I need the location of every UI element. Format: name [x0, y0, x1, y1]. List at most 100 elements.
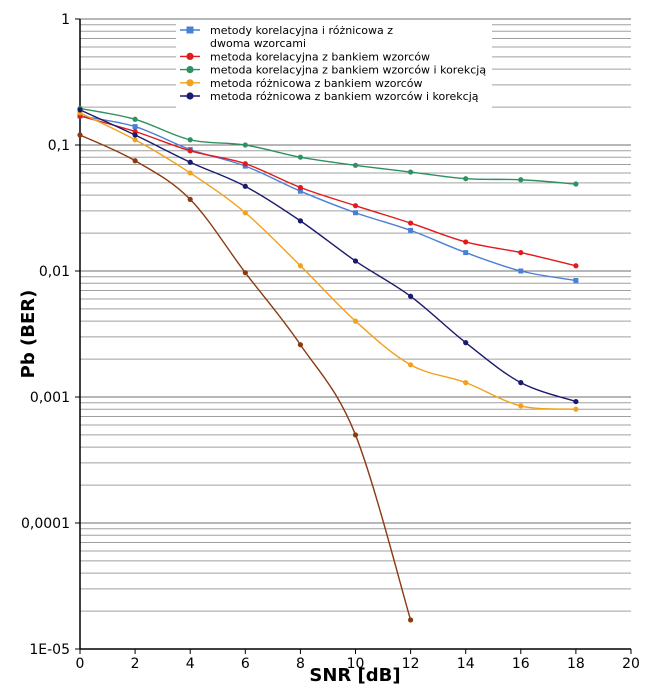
data-point	[187, 196, 193, 203]
legend-label: metoda korelacyjna z bankiem wzorców	[210, 50, 430, 63]
x-tick-label: 6	[241, 656, 250, 672]
x-tick-label: 12	[402, 656, 420, 672]
legend-label: metoda korelacyjna z bankiem wzorców i k…	[210, 64, 486, 77]
x-tick-label: 20	[622, 656, 640, 672]
legend-item: metoda korelacyjna z bankiem wzorców i k…	[180, 64, 486, 77]
x-tick-label: 8	[296, 656, 305, 672]
data-point	[573, 398, 579, 405]
data-point	[518, 380, 524, 386]
data-point	[573, 406, 579, 412]
data-point	[242, 270, 248, 276]
data-point	[463, 239, 469, 245]
series-line	[79, 115, 577, 282]
y-tick-label: 0,0001	[21, 516, 70, 532]
legend-swatch-marker	[186, 66, 194, 74]
series-line	[79, 115, 577, 267]
data-point	[408, 293, 414, 299]
data-point	[408, 362, 414, 368]
data-point	[463, 340, 469, 346]
legend-swatch-marker	[186, 26, 194, 34]
legend-swatch-marker	[186, 92, 194, 100]
data-point	[242, 161, 248, 167]
data-point	[297, 263, 303, 269]
data-point	[132, 137, 138, 143]
y-tick-label: 1	[61, 12, 70, 28]
x-tick-label: 18	[567, 656, 585, 672]
data-point	[352, 162, 359, 168]
data-point	[297, 154, 303, 160]
x-tick-label: 4	[186, 656, 195, 672]
y-axis-title: Pb (BER)	[18, 290, 39, 379]
legend-swatch-marker	[186, 79, 194, 87]
data-point	[518, 403, 524, 409]
y-tick-label: 0,001	[30, 390, 70, 406]
y-tick-label: 0,01	[39, 264, 70, 280]
legend-box	[176, 22, 492, 110]
grid-layer	[80, 18, 631, 650]
data-point	[352, 318, 359, 324]
data-point	[408, 227, 414, 233]
data-point	[352, 203, 359, 209]
legend: metody korelacyjna i różnicowa z dwoma wz…	[176, 22, 492, 110]
legend-label: metody korelacyjna i różnicowa z dwoma wz…	[210, 24, 393, 50]
series-line	[79, 134, 412, 621]
data-point	[573, 278, 579, 284]
data-point	[297, 188, 303, 194]
data-point	[77, 132, 83, 138]
data-point	[242, 142, 248, 148]
data-point	[463, 176, 469, 182]
y-tick-label: 1E-05	[29, 642, 70, 658]
data-point	[463, 250, 469, 256]
data-point	[187, 170, 193, 176]
legend-item: metoda różnicowa z bankiem wzorców i kor…	[180, 90, 479, 103]
legend-item: metoda korelacyjna z bankiem wzorców	[180, 50, 430, 63]
x-tick-label: 10	[347, 656, 365, 672]
data-point	[297, 342, 303, 348]
legend-item: metoda różnicowa z bankiem wzorców	[180, 77, 423, 90]
series-4	[77, 110, 579, 412]
data-point	[518, 249, 524, 256]
data-point	[463, 380, 469, 386]
x-tick-label: 14	[457, 656, 475, 672]
data-point	[408, 169, 414, 175]
data-point	[132, 124, 138, 130]
data-point	[518, 177, 524, 183]
data-point	[352, 258, 359, 264]
data-point	[573, 263, 579, 269]
series-2	[77, 113, 579, 269]
data-point	[132, 132, 138, 138]
series-layer	[77, 105, 579, 623]
data-point	[297, 218, 303, 224]
data-point	[297, 184, 303, 191]
data-point	[187, 137, 193, 143]
series-6	[77, 132, 414, 623]
data-point	[518, 268, 524, 274]
legend-label: metoda różnicowa z bankiem wzorców i kor…	[210, 90, 479, 103]
series-line	[79, 109, 577, 403]
plot-area	[80, 19, 631, 649]
data-point	[573, 181, 579, 187]
data-point	[408, 617, 414, 623]
series-5	[77, 107, 579, 405]
legend-item: metody korelacyjna i różnicowa z dwoma wz…	[180, 24, 393, 50]
data-point	[132, 116, 138, 122]
data-point	[353, 210, 358, 216]
data-point	[242, 210, 248, 216]
x-tick-label: 16	[512, 656, 530, 672]
data-point	[408, 220, 414, 226]
x-axis-title: SNR [dB]	[309, 665, 400, 686]
series-line	[79, 107, 576, 185]
x-tick-label: 0	[76, 656, 85, 672]
data-point	[242, 183, 248, 189]
axis-layer: 0 2 4 6 8 10 12 14 16 18 20 1 0,1 0,01 0,001 0,0001 1E-0…	[21, 12, 640, 672]
data-point	[77, 107, 83, 113]
data-point	[187, 148, 193, 154]
data-point	[352, 432, 359, 438]
data-point	[132, 158, 138, 164]
series-line	[79, 112, 576, 410]
legend-label: metoda różnicowa z bankiem wzorców	[210, 77, 423, 90]
y-tick-label: 0,1	[48, 138, 70, 154]
x-tick-label: 2	[131, 656, 140, 672]
